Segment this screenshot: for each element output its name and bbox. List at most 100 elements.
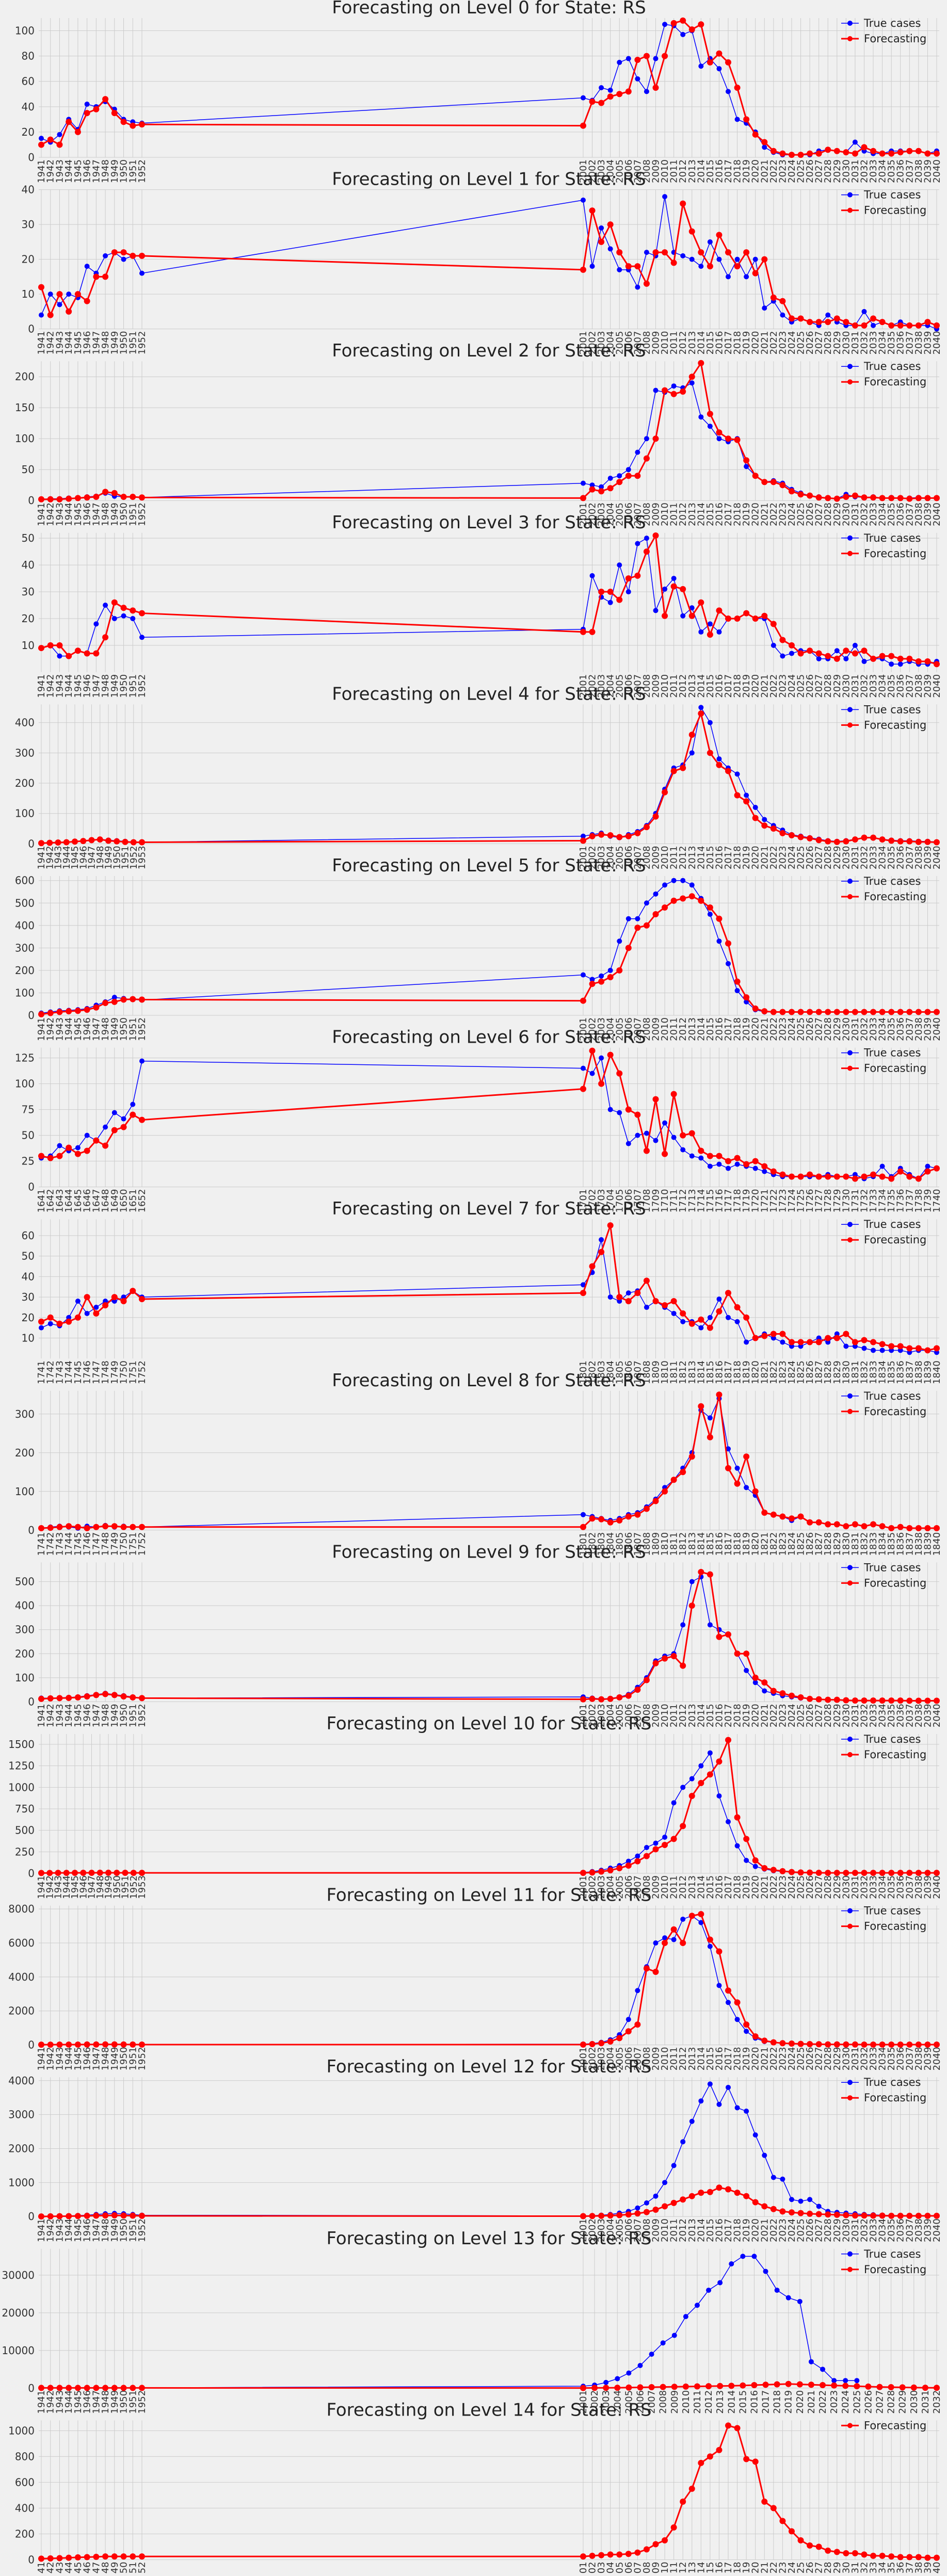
data-point	[807, 319, 813, 326]
x-tick-label: 1827	[814, 1532, 825, 1556]
data-point	[888, 495, 895, 501]
data-point	[906, 1525, 913, 1532]
x-tick-label: 1949	[109, 503, 120, 526]
x-tick-label: 1734	[877, 1189, 888, 1213]
x-tick-label: 2037	[904, 159, 915, 183]
data-point	[716, 436, 722, 442]
data-point	[744, 792, 749, 798]
data-point	[122, 1870, 129, 1876]
data-point	[788, 152, 795, 158]
x-tick-label: 2001	[578, 2390, 589, 2414]
data-point	[589, 628, 596, 635]
data-point	[698, 63, 704, 69]
data-point	[653, 2193, 659, 2199]
data-point	[84, 2212, 90, 2219]
x-tick-label: 2019	[741, 503, 752, 526]
data-point	[617, 562, 622, 568]
data-point	[770, 1867, 777, 1873]
x-tick-label: 1942	[45, 503, 56, 526]
data-point	[39, 1325, 44, 1331]
data-point	[589, 1071, 595, 1076]
x-tick-label: 2037	[904, 331, 915, 355]
data-point	[72, 1870, 78, 1876]
y-tick-label: 4000	[8, 1971, 35, 1983]
x-tick-label: 1746	[82, 1532, 93, 1556]
x-tick-label: 1952	[137, 1704, 148, 1727]
data-point	[625, 2028, 632, 2035]
legend-label: True cases	[863, 2076, 921, 2088]
data-point	[38, 2042, 44, 2048]
data-point	[906, 2554, 913, 2561]
x-tick-label: 2006	[623, 674, 634, 698]
x-tick-label: 202052	[137, 2562, 148, 2574]
data-point	[121, 1116, 126, 1122]
data-point	[599, 973, 604, 979]
data-point	[879, 1009, 886, 1015]
x-tick-label: 2035	[886, 331, 897, 355]
x-tick-label: 2010	[660, 2218, 670, 2242]
data-point	[825, 1335, 831, 1341]
data-point	[888, 150, 895, 157]
x-tick-label: 1835	[886, 1360, 897, 1384]
data-point	[660, 2340, 666, 2346]
data-point	[599, 225, 604, 231]
x-tick-label: 2015	[705, 159, 716, 183]
x-tick-label: 2027	[814, 1704, 825, 1727]
x-tick-label: 202050	[119, 2562, 130, 2574]
data-point	[111, 1294, 118, 1301]
data-point	[807, 1869, 813, 1876]
x-tick-label: 2021	[759, 1017, 770, 1041]
x-tick-label: 2040	[932, 159, 942, 183]
x-tick-label: 2029	[832, 1875, 843, 1899]
chart-panel-4: Forecasting on Level 4 for State: RS0100…	[15, 684, 942, 869]
data-point	[589, 977, 595, 982]
data-point	[815, 1696, 822, 1703]
data-point	[744, 2029, 749, 2034]
data-point	[130, 122, 136, 129]
x-tick-label: 1832	[859, 1532, 870, 1556]
x-tick-label: 1831	[850, 1532, 861, 1556]
x-tick-label: 2014	[696, 674, 707, 698]
x-tick-label: 202104	[605, 2562, 616, 2574]
x-tick-label: 1943	[54, 2047, 65, 2071]
data-point	[924, 2041, 931, 2048]
chart-panel-2: Forecasting on Level 2 for State: RS0501…	[15, 341, 942, 526]
data-point	[680, 895, 686, 902]
data-point	[861, 494, 868, 501]
x-tick-label: 2034	[877, 1704, 888, 1727]
data-point	[762, 1688, 767, 1694]
data-point	[139, 1296, 145, 1303]
x-tick-label: 2038	[913, 503, 924, 526]
data-point	[770, 294, 777, 301]
data-point	[716, 629, 722, 635]
data-point	[752, 1165, 758, 1171]
data-point	[56, 291, 63, 298]
x-tick-label: 2017	[723, 846, 734, 869]
x-tick-label: 2038	[913, 1875, 924, 1899]
x-tick-label: 2027	[814, 331, 825, 355]
data-point	[934, 839, 940, 846]
data-point	[130, 2553, 136, 2560]
x-tick-label: 2018	[772, 2390, 783, 2414]
x-tick-label: 2022	[768, 1017, 779, 1041]
x-tick-label: 1948	[100, 503, 111, 526]
data-point	[689, 750, 695, 756]
data-point	[861, 2212, 868, 2219]
data-point	[130, 1870, 137, 1876]
x-tick-label: 2011	[669, 2218, 680, 2242]
data-point	[607, 1051, 614, 1058]
x-tick-label: 2028	[823, 159, 833, 183]
data-point	[807, 1519, 813, 1526]
legend-swatch-marker	[847, 879, 853, 884]
data-point	[47, 2555, 54, 2562]
x-tick-label: 2021	[759, 159, 770, 183]
data-point	[671, 383, 677, 389]
x-tick-label: 202115	[705, 2562, 716, 2574]
x-tick-label: 2006	[623, 1017, 634, 1041]
x-tick-label: 2003	[596, 159, 607, 183]
data-point	[707, 1163, 713, 1169]
x-tick-label: 2008	[641, 331, 652, 355]
data-point	[842, 2383, 849, 2389]
data-point	[716, 1308, 723, 1315]
x-tick-label: 1713	[687, 1189, 698, 1213]
